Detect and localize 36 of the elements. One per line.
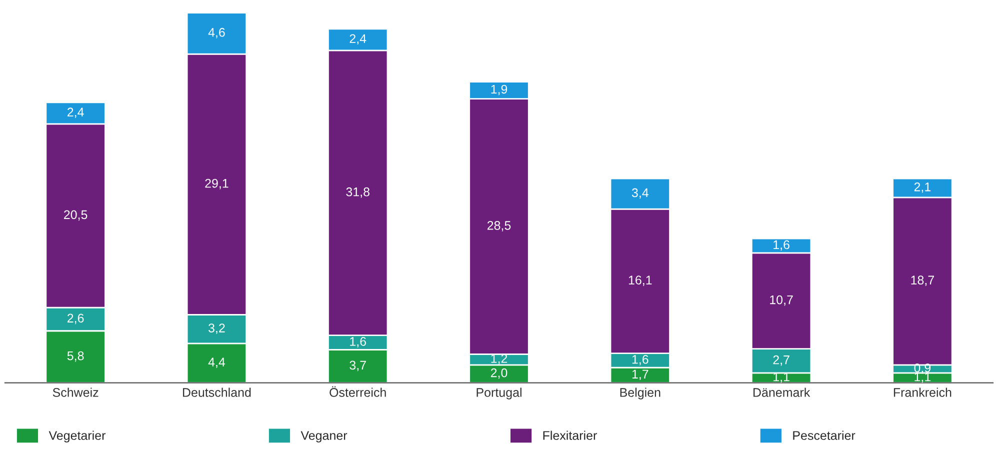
data-label: 1,6 [774, 240, 790, 251]
legend-label: Vegetarier [48, 430, 106, 442]
data-label: 5,8 [67, 351, 84, 362]
data-label: 1,6 [632, 354, 648, 366]
data-label: 2,1 [914, 182, 931, 193]
data-label: 20,5 [64, 210, 88, 221]
data-label: 10,7 [770, 295, 793, 306]
data-label: 3,7 [350, 360, 366, 372]
data-label: 3,4 [632, 188, 648, 199]
data-label: 2,4 [350, 34, 366, 45]
x-tick-label: Dänemark [753, 388, 810, 397]
data-label: 2,6 [68, 314, 84, 324]
x-tick-label: Deutschland [182, 388, 251, 397]
data-label: 29,1 [205, 178, 228, 190]
data-label: 2,4 [68, 108, 84, 118]
data-label: 18,7 [911, 276, 934, 286]
x-tick-label: Portugal [476, 388, 522, 400]
data-label: 16,1 [628, 276, 652, 286]
data-label: 2,0 [490, 368, 508, 379]
data-label: 2,7 [773, 355, 790, 366]
data-label: 1,7 [632, 370, 648, 380]
data-label: 3,2 [208, 324, 225, 334]
legend-label: Pescetarier [793, 430, 856, 440]
data-label: 1,2 [491, 354, 508, 364]
x-tick-label: Österreich [330, 386, 386, 397]
data-label: 1,6 [350, 337, 366, 348]
data-label: 4,6 [208, 28, 225, 38]
data-label: 28,5 [487, 221, 511, 232]
legend-label: Veganer [300, 431, 348, 442]
data-label: 1,9 [491, 84, 508, 96]
data-label: 31,8 [346, 187, 370, 198]
x-tick-label: Frankreich [894, 388, 952, 397]
legend-label: Flexitarier [543, 430, 597, 440]
x-tick-label: Schweiz [52, 388, 98, 397]
data-label: 4,4 [208, 358, 226, 368]
x-tick-label: Belgien [620, 388, 660, 400]
